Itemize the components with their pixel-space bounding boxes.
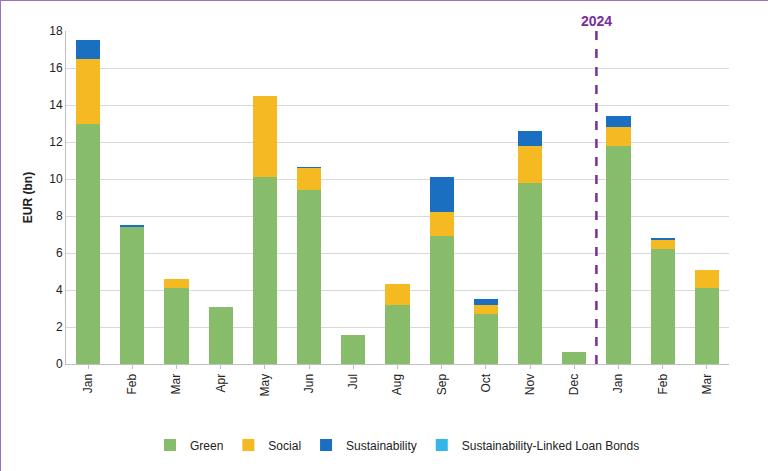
svg-text:Nov: Nov — [523, 374, 537, 395]
svg-text:0: 0 — [56, 357, 63, 371]
svg-text:14: 14 — [49, 98, 63, 112]
svg-text:12: 12 — [49, 135, 63, 149]
svg-text:Feb: Feb — [656, 373, 670, 394]
svg-text:Social: Social — [268, 439, 301, 453]
svg-text:6: 6 — [56, 246, 63, 260]
svg-text:Jan: Jan — [611, 374, 625, 393]
svg-text:18: 18 — [49, 24, 63, 38]
svg-text:Apr: Apr — [214, 374, 228, 393]
svg-text:Mar: Mar — [169, 374, 183, 395]
svg-text:8: 8 — [56, 209, 63, 223]
svg-text:Mar: Mar — [700, 374, 714, 395]
svg-text:2: 2 — [56, 320, 63, 334]
svg-text:Feb: Feb — [125, 373, 139, 394]
svg-text:4: 4 — [56, 283, 63, 297]
svg-text:EUR (bn): EUR (bn) — [21, 172, 35, 223]
svg-text:10: 10 — [49, 172, 63, 186]
svg-text:16: 16 — [49, 61, 63, 75]
svg-text:Jan: Jan — [81, 374, 95, 393]
svg-text:Sustainability: Sustainability — [346, 439, 417, 453]
svg-text:Aug: Aug — [390, 374, 404, 395]
svg-text:Green: Green — [190, 439, 223, 453]
svg-text:2024: 2024 — [581, 13, 612, 29]
svg-text:Sep: Sep — [435, 373, 449, 395]
svg-text:Jul: Jul — [346, 374, 360, 389]
svg-text:Jun: Jun — [302, 374, 316, 393]
svg-text:Oct: Oct — [479, 373, 493, 392]
svg-text:Dec: Dec — [567, 374, 581, 395]
svg-text:Sustainability-Linked Loan Bon: Sustainability-Linked Loan Bonds — [462, 439, 639, 453]
svg-text:May: May — [258, 374, 272, 397]
